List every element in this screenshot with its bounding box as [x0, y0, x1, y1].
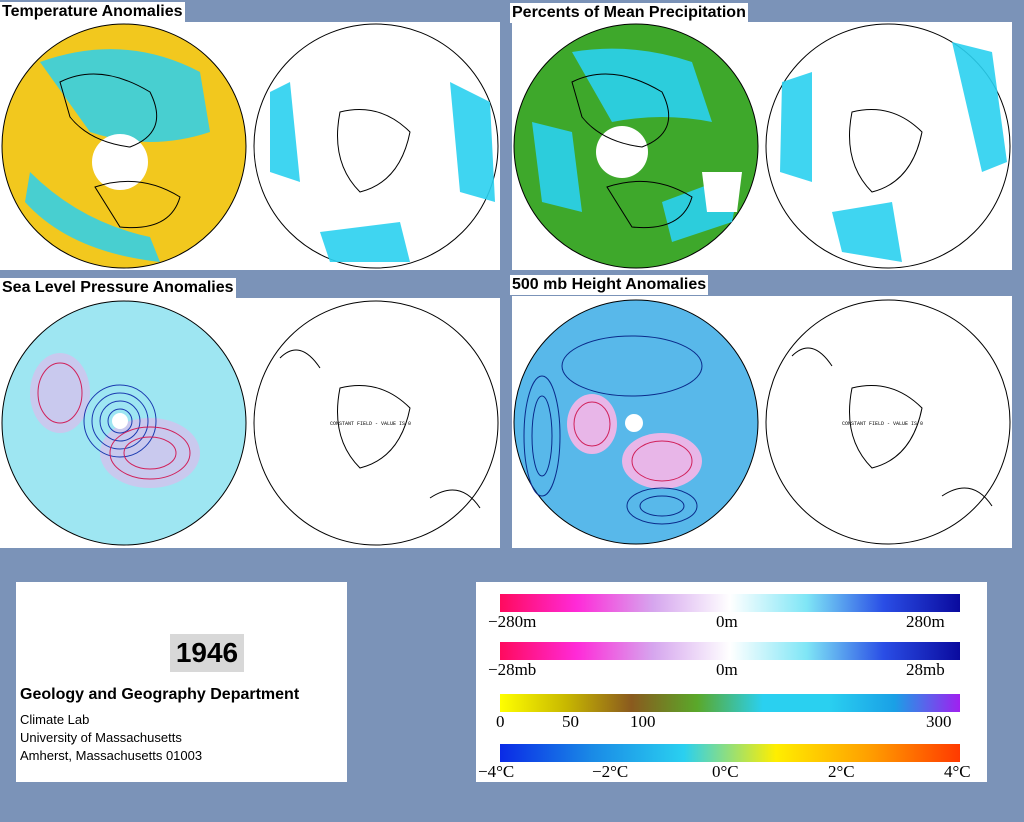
height-left-high-contours [573, 401, 693, 482]
legend-temp-label-neg2: −2°C [592, 762, 629, 781]
legend-bar-height [500, 594, 960, 612]
legend-pressure-label-max: 28mb [906, 660, 945, 679]
legend-bar-temp [500, 744, 960, 762]
precipitation-left-coastlines [571, 73, 693, 229]
precipitation-panel [512, 22, 1012, 270]
height-panel-title: 500 mb Height Anomalies [510, 275, 709, 295]
precipitation-left-patch [532, 48, 742, 243]
height-right-globe [765, 299, 1011, 545]
slp-panel-title: Sea Level Pressure Anomalies [0, 278, 236, 298]
slp-constant-field-text: CONSTANT FIELD - VALUE IS 0 [330, 421, 411, 427]
slp-left-pole-gap [112, 413, 128, 429]
temperature-left-coastlines [59, 73, 181, 229]
legend-temp-label-neg4: −4°C [478, 762, 515, 781]
legend-temp-label-0: 0°C [712, 762, 739, 781]
legend-pressure-label-min: −28mb [488, 660, 537, 679]
info-line-1: Climate Lab [20, 712, 90, 727]
height-constant-field-text: CONSTANT FIELD - VALUE IS 0 [842, 421, 923, 427]
slp-left-patch [100, 418, 200, 488]
info-line-3: Amherst, Massachusetts 01003 [20, 748, 203, 763]
info-line-2: University of Massachusetts [20, 730, 182, 745]
legend-temp-label-2: 2°C [828, 762, 855, 781]
precipitation-left-missing [702, 172, 742, 212]
legend-pressure-label-mid: 0m [716, 660, 738, 679]
legend-precip-label-300: 300 [926, 712, 952, 731]
slp-left-low-contours [83, 384, 157, 458]
temperature-left-pole-gap [92, 134, 148, 190]
temperature-globes [1, 23, 499, 269]
temperature-right-patch [270, 82, 495, 262]
legend-box: −280m 0m 280m −28mb 0m 28mb 0 50 100 300… [476, 582, 987, 782]
precipitation-left-pole-gap [596, 126, 648, 178]
height-left-pole-gap [625, 414, 643, 432]
legend-bar-pressure [500, 642, 960, 660]
temperature-left-patch-2 [25, 172, 160, 262]
temperature-right-globe [253, 23, 499, 269]
precipitation-panel-title: Percents of Mean Precipitation [510, 3, 748, 23]
height-left-low-contours [523, 335, 703, 525]
slp-left-high-contours [37, 362, 191, 480]
info-box: 1946 Geology and Geography Department Cl… [16, 582, 347, 782]
year-label: 1946 [170, 634, 244, 672]
legend-height-label-mid: 0m [716, 612, 738, 631]
height-right-coastline [791, 347, 993, 507]
sea-level-pressure-panel: CONSTANT FIELD - VALUE IS 0 [0, 298, 500, 548]
legend-precip-label-0: 0 [496, 712, 505, 731]
legend-height-label-max: 280m [906, 612, 945, 631]
precipitation-globes [513, 23, 1011, 269]
height-500mb-panel: CONSTANT FIELD - VALUE IS 0 [512, 296, 1012, 548]
precipitation-right-patch [780, 42, 1007, 262]
temperature-panel-title: Temperature Anomalies [0, 2, 185, 22]
department-name: Geology and Geography Department [20, 686, 300, 703]
height-globes: CONSTANT FIELD - VALUE IS 0 [513, 299, 1011, 545]
legend-temp-label-4: 4°C [944, 762, 971, 781]
legend-bar-precip [500, 694, 960, 712]
legend-precip-label-50: 50 [562, 712, 579, 731]
temperature-left-patch [40, 49, 210, 143]
slp-right-coastline [279, 349, 481, 509]
height-left-patch [622, 433, 702, 489]
slp-left-patch-2 [30, 353, 90, 433]
height-left-patch-2 [567, 394, 617, 454]
temperature-right-coastline [337, 109, 411, 193]
slp-globes: CONSTANT FIELD - VALUE IS 0 [1, 300, 499, 546]
precipitation-right-globe [765, 23, 1011, 269]
temperature-anomalies-panel [0, 22, 500, 270]
legend-height-label-min: −280m [488, 612, 537, 631]
legend-precip-label-100: 100 [630, 712, 656, 731]
precipitation-right-coastline [849, 109, 923, 193]
